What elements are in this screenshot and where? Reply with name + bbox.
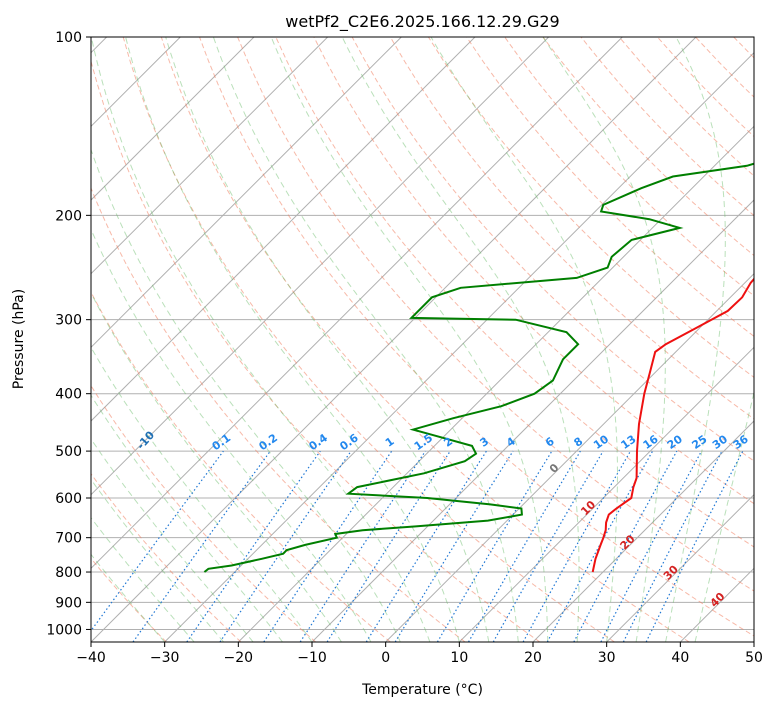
isotherm-line bbox=[91, 37, 550, 496]
x-tick-label: 20 bbox=[524, 650, 542, 666]
moist-adiabat-line bbox=[212, 37, 519, 642]
isotherm-line bbox=[91, 37, 329, 275]
axes-layer: −40 −30 −20 −10 0 10 20 30 40 50 100 200 300 400 500 60… bbox=[46, 30, 763, 666]
y-axis-label: Pressure (hPa) bbox=[11, 289, 27, 389]
grid-layer bbox=[91, 37, 754, 642]
moist-adiabat-line bbox=[91, 553, 166, 642]
mixing-ratio-line bbox=[91, 450, 224, 632]
x-tick-label: 0 bbox=[381, 650, 390, 666]
y-tick-label: 100 bbox=[55, 30, 82, 46]
moist-adiabat-line bbox=[91, 292, 342, 642]
isotherm-line bbox=[91, 37, 402, 349]
isotherm-line bbox=[91, 37, 623, 570]
dry-adiabat-line bbox=[199, 37, 754, 637]
y-tick-label: 200 bbox=[55, 208, 82, 224]
x-tick-label: −20 bbox=[224, 650, 254, 666]
sounding-profiles bbox=[203, 162, 754, 573]
dry-adiabat-line bbox=[504, 37, 754, 297]
moist-adiabat-line bbox=[542, 37, 666, 642]
dry-adiabat-line bbox=[122, 37, 615, 642]
isotherm-line bbox=[91, 37, 476, 422]
x-tick-label: 50 bbox=[745, 650, 763, 666]
mixing-ratio-line bbox=[326, 450, 451, 642]
moist-adiabat-line bbox=[270, 37, 549, 642]
dry-adiabat-line bbox=[91, 472, 242, 642]
moist-adiabat-line bbox=[91, 394, 283, 642]
dry-adiabat-line bbox=[91, 384, 317, 642]
x-tick-label: −40 bbox=[76, 650, 106, 666]
isotherm-line bbox=[164, 51, 754, 642]
mixing-ratio-line bbox=[522, 450, 632, 642]
dry-adiabat-line bbox=[427, 37, 754, 378]
x-tick-label: −10 bbox=[297, 650, 327, 666]
moist-adiabat-line bbox=[91, 438, 254, 642]
isotherm-line bbox=[311, 199, 754, 642]
x-tick-label: −30 bbox=[150, 650, 180, 666]
isotherm-line bbox=[532, 420, 754, 642]
moist-adiabat-line bbox=[91, 478, 224, 642]
dry-adiabat-line bbox=[275, 37, 754, 548]
y-tick-label: 800 bbox=[55, 565, 82, 581]
y-tick-label: 500 bbox=[55, 444, 82, 460]
x-axis-label: Temperature (°C) bbox=[361, 682, 483, 698]
isotherm-line bbox=[237, 125, 754, 642]
moist-adiabat-line bbox=[91, 148, 401, 642]
moist-adiabat-line bbox=[341, 37, 580, 642]
moist-adiabat-line bbox=[430, 37, 618, 642]
mixing-ratio-line bbox=[132, 450, 271, 642]
dry-adiabat-line bbox=[237, 37, 754, 592]
isotherm-line bbox=[606, 493, 754, 642]
mixing-ratio-line bbox=[299, 450, 426, 642]
y-tick-label: 700 bbox=[55, 531, 82, 547]
moist-adiabat-line bbox=[694, 390, 754, 642]
y-tick-label: 1000 bbox=[46, 622, 82, 638]
mixing-ratio-lines bbox=[91, 450, 744, 642]
mixing-ratio-line bbox=[394, 450, 514, 642]
dry-adiabat-line bbox=[91, 59, 541, 642]
isotherm-line bbox=[385, 272, 754, 642]
mixing-ratio-line bbox=[645, 450, 744, 642]
moist-adiabat-line bbox=[165, 37, 490, 642]
dry-adiabat-line bbox=[91, 291, 391, 642]
moist-adiabat-line bbox=[91, 37, 431, 642]
moist-adiabat-line bbox=[125, 37, 460, 642]
x-tick-label: 10 bbox=[450, 650, 468, 666]
y-tick-label: 900 bbox=[55, 595, 82, 611]
mixing-ratio-line bbox=[186, 450, 321, 642]
isotherm-line bbox=[91, 37, 697, 642]
moist-adiabats bbox=[91, 37, 754, 642]
isotherm-line bbox=[91, 37, 255, 201]
moist-adiabat-line bbox=[91, 516, 195, 642]
temperature-profile bbox=[591, 277, 754, 573]
x-tick-label: 40 bbox=[671, 650, 689, 666]
mixing-ratio-line bbox=[573, 450, 678, 642]
moist-adiabat-line bbox=[91, 346, 313, 642]
mixing-ratio-line bbox=[546, 450, 654, 642]
chart-title: wetPf2_C2E6.2025.166.12.29.G29 bbox=[285, 12, 559, 32]
y-tick-label: 300 bbox=[55, 313, 82, 329]
y-tick-label: 600 bbox=[55, 491, 82, 507]
plot-frame bbox=[90, 36, 755, 643]
dewpoint-profile bbox=[203, 162, 754, 573]
dry-adiabat-line bbox=[160, 37, 690, 642]
y-tick-label: 400 bbox=[55, 387, 82, 403]
isotherm-line bbox=[458, 346, 754, 642]
dry-adiabat-line bbox=[91, 557, 167, 642]
moist-adiabat-line bbox=[91, 228, 372, 642]
moist-adiabat-line bbox=[665, 37, 726, 642]
x-tick-label: 30 bbox=[598, 650, 616, 666]
dry-adiabat-line bbox=[91, 186, 466, 642]
mixing-ratio-line bbox=[219, 450, 352, 642]
